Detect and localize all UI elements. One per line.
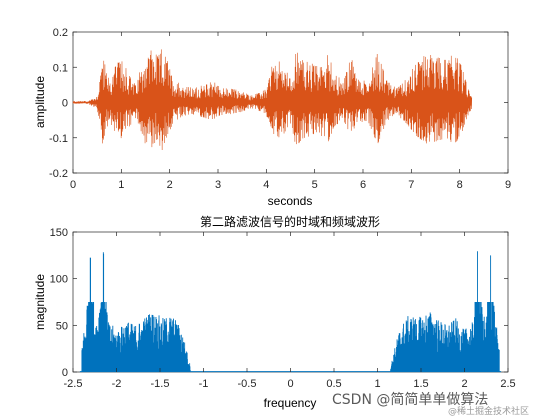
frequency-x-tick-label: 2 [461, 378, 467, 390]
time-y-tick-label: 0 [62, 98, 68, 110]
time-x-tick-label: 1 [118, 179, 124, 191]
frequency-x-tick-label: -2.5 [64, 378, 83, 390]
time-x-tick-label: 6 [360, 179, 366, 191]
time-x-tick-label: 3 [215, 179, 221, 191]
time-x-tick-label: 8 [457, 179, 463, 191]
time-x-tick-label: 5 [312, 179, 318, 191]
time-y-tick-label: -0.1 [49, 133, 68, 145]
frequency-x-tick-label: -0.5 [238, 378, 257, 390]
frequency-chart-title: 第二路滤波信号的时域和频域波形 [200, 214, 380, 229]
time-y-tick-label: 0.2 [53, 27, 68, 39]
frequency-y-axis-label: magnitude [33, 274, 47, 330]
frequency-y-tick-label: 100 [50, 274, 68, 286]
csdn-watermark: CSDN @简简单单做算法 [332, 391, 488, 408]
frequency-y-tick-label: 150 [50, 227, 68, 239]
frequency-x-axis-label: frequency [264, 396, 317, 410]
time-x-tick-label: 0 [70, 179, 76, 191]
frequency-x-tick-label: -2 [112, 378, 122, 390]
frequency-y-tick-label: 0 [62, 367, 68, 379]
frequency-x-tick-label: 2.5 [500, 378, 515, 390]
frequency-x-tick-label: -1 [199, 378, 209, 390]
frequency-x-tick-label: -1.5 [151, 378, 170, 390]
frequency-x-tick-label: 0.5 [326, 378, 341, 390]
time-x-axis-label: seconds [268, 194, 313, 208]
time-x-tick-label: 9 [505, 179, 511, 191]
time-x-tick-label: 2 [167, 179, 173, 191]
time-x-tick-label: 4 [263, 179, 269, 191]
time-x-tick-label: 7 [408, 179, 414, 191]
frequency-y-tick-label: 50 [56, 320, 68, 332]
frequency-x-tick-label: 1.5 [413, 378, 428, 390]
time-waveform-line [72, 49, 473, 150]
frequency-x-tick-label: 1 [374, 378, 380, 390]
time-y-tick-label: -0.2 [49, 168, 68, 180]
time-domain-axes: 0 1 2 3 4 5 6 7 8 9 -0.2 -0.1 0 0.1 0.2 seconds amplit… [33, 27, 511, 208]
frequency-x-tick-label: 0 [287, 378, 293, 390]
frequency-domain-axes: 第二路滤波信号的时域和频域波形 -2.5 -2 -1.5 -1 -0.5 0 0.5 1 1.5… [33, 214, 516, 410]
time-y-tick-label: 0.1 [53, 62, 68, 74]
juejin-watermark: @稀土掘金技术社区 [448, 405, 529, 417]
time-y-axis-label: amplitude [33, 76, 47, 128]
